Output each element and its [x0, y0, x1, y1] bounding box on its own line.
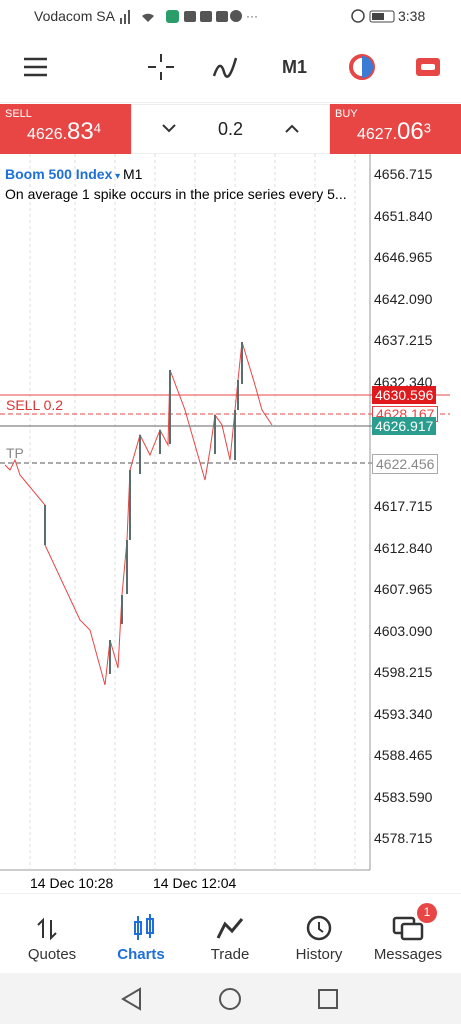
price-axis-label: 4593.340	[374, 705, 433, 722]
nav-label: Charts	[117, 946, 165, 963]
price-axis-label: 4598.215	[374, 664, 433, 680]
chart-timeframe: M1	[122, 166, 143, 182]
price-axis-label: 4646.965	[374, 249, 433, 265]
buy-button[interactable]: BUY 4627.063	[330, 104, 461, 154]
nav-label: Messages	[373, 946, 443, 963]
order-label: SELL 0.2	[6, 397, 64, 413]
price-axis-label: 4588.465	[374, 747, 433, 763]
timeframe-button[interactable]: M1	[282, 57, 308, 77]
price-axis-label: 4603.090	[374, 622, 433, 639]
time-label: 14 Dec 10:28	[30, 875, 114, 891]
toolbar: M1	[0, 34, 461, 103]
volume[interactable]: 0.2	[218, 119, 244, 139]
clock: 3:38	[398, 8, 426, 24]
sell-main: 4626.	[27, 126, 68, 143]
nav-label: Quotes	[27, 946, 77, 963]
bid-price-tag: 4626.917	[372, 417, 437, 435]
tp-price-tag: 4622.456	[372, 454, 439, 474]
status-icons: ···	[120, 9, 258, 24]
nav-label: Trade	[210, 946, 250, 963]
price-axis-label: 4612.840	[374, 539, 433, 556]
buy-price: 4627.063	[357, 118, 431, 146]
price-axis-label: 4578.715	[374, 830, 433, 846]
price-axis-label: 4651.840	[374, 207, 433, 224]
chart-description: On average 1 spike occurs in the price s…	[5, 186, 347, 202]
sell-price: 4626.834	[27, 118, 101, 146]
sell-big: 83	[67, 118, 94, 145]
price-axis-label: 4656.715	[374, 166, 433, 182]
trade-panel: SELL 4626.834 0.2 BUY 4627.063	[0, 104, 461, 154]
buy-main: 4627.	[357, 126, 398, 143]
system-nav-icons	[121, 987, 338, 1011]
price-axis-label: 4632.340	[374, 373, 433, 390]
volume-controls	[131, 104, 330, 154]
toolbar-icons	[24, 54, 440, 80]
sell-button[interactable]: SELL 4626.834	[0, 104, 131, 154]
entry-price-tag: 4630.596	[372, 386, 437, 404]
symbol[interactable]: Boom 500 Index	[5, 166, 113, 182]
time-label: 14 Dec 12:04	[153, 875, 237, 891]
price-axis-label: 4637.215	[374, 332, 433, 348]
buy-big: 06	[397, 118, 424, 145]
bottom-nav: 1 Quotes Charts Trade History Messages	[0, 893, 461, 974]
price-axis-label: 4617.715	[374, 498, 433, 514]
buy-label: BUY	[335, 108, 358, 120]
status-bar: Vodacom SA ··· 3:38	[0, 0, 461, 34]
price-axis-label: 4642.090	[374, 290, 433, 307]
sell-sup: 4	[93, 120, 101, 136]
sell-label: SELL	[5, 108, 32, 120]
chart-header: Boom 500 Index ▾ M1	[5, 166, 143, 182]
buy-sup: 3	[423, 120, 431, 136]
badge: 1	[423, 905, 431, 919]
chart-canvas	[0, 154, 450, 871]
price-axis-label: 4607.965	[374, 581, 433, 597]
price-axis-label: 4583.590	[374, 788, 433, 805]
svg-text:···: ···	[246, 9, 258, 23]
chart-area: Boom 500 Index ▾ M1 On average 1 spike o…	[0, 154, 461, 894]
nav-label: History	[295, 946, 343, 963]
tp-label: TP	[6, 445, 24, 461]
system-nav	[0, 973, 461, 1024]
nav-icons	[37, 903, 437, 941]
status-right-icons	[351, 9, 395, 23]
carrier: Vodacom SA	[34, 8, 115, 24]
